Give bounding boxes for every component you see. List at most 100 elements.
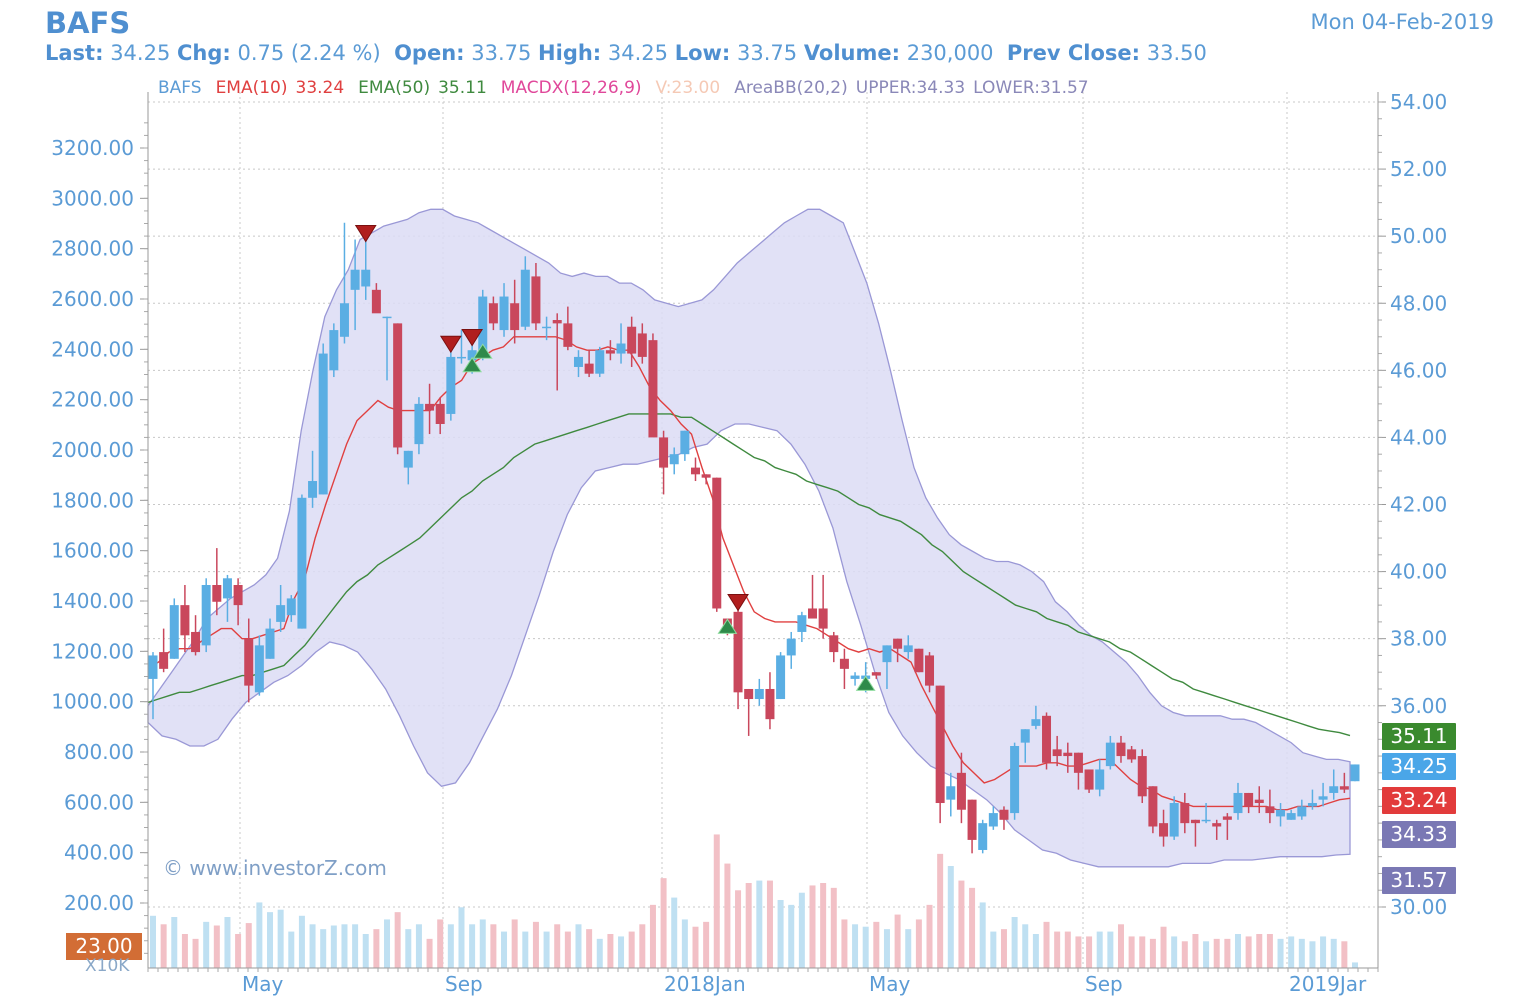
candle-body <box>765 688 775 720</box>
volume-bar <box>447 924 454 968</box>
volume-bar <box>277 909 284 968</box>
candle-body <box>308 481 318 498</box>
quote-date: Mon 04-Feb-2019 <box>1310 10 1494 34</box>
candle-body <box>244 638 254 686</box>
volume-bar <box>1086 936 1093 968</box>
volume-bar <box>341 924 348 968</box>
candle-body <box>701 474 711 478</box>
volume-bar <box>1192 934 1199 968</box>
sell-signal-marker <box>727 593 749 612</box>
legend-ema10-label: EMA(10) <box>215 78 288 98</box>
candle-body <box>1222 816 1232 820</box>
candle-body <box>808 608 818 619</box>
y-right-tick-label: 46.00 <box>1390 358 1447 382</box>
volume-bar <box>554 924 561 968</box>
volume-value: 230,000 <box>906 41 994 65</box>
candle-body <box>297 497 307 629</box>
y-right-tick-label: 50.00 <box>1390 224 1447 248</box>
volume-bar <box>181 934 188 968</box>
candle-body <box>169 605 179 659</box>
volume-bar <box>437 919 444 968</box>
candle-body <box>1276 809 1286 817</box>
candle-body <box>882 645 892 663</box>
candle-body <box>1159 823 1169 837</box>
candle-body <box>1116 742 1126 757</box>
candle-body <box>1073 752 1083 773</box>
prev-close-label: Prev Close: <box>1006 41 1141 65</box>
candle-body <box>871 672 881 676</box>
candle-body <box>850 675 860 679</box>
ema50-value-tag: 35.11 <box>1382 723 1456 750</box>
candle-body <box>1329 786 1339 793</box>
candle-body <box>467 350 477 361</box>
candle-body <box>159 652 169 669</box>
candle-body <box>339 303 349 337</box>
candle-body <box>690 467 700 475</box>
volume-bar <box>681 919 688 968</box>
ticker-title: BAFS <box>45 6 131 40</box>
legend-macd-label: MACDX(12,26,9) <box>500 78 642 98</box>
candle-body <box>903 645 913 653</box>
candle-body <box>382 316 392 319</box>
volume-value-tag: 23.00 <box>66 933 142 960</box>
buy-signal-marker <box>462 356 483 373</box>
candle-body <box>1010 746 1020 814</box>
volume-bar <box>777 900 784 968</box>
legend-bb-label: AreaBB(20,2) <box>734 78 848 98</box>
legend-lower-label: LOWER:31.57 <box>973 78 1089 98</box>
volume-bar <box>735 890 742 968</box>
candle-body <box>212 585 222 602</box>
candle-body <box>1190 819 1200 824</box>
volume-bar <box>607 934 614 968</box>
volume-bars <box>150 834 1358 968</box>
volume-bar <box>1341 941 1348 968</box>
quote-summary: Last: 34.25 Chg: 0.75 (2.24 %) Open: 33.… <box>45 41 1207 65</box>
high-value: 34.25 <box>607 41 669 65</box>
y-left-tick-label: 2800.00 <box>51 237 134 261</box>
volume-bar <box>713 834 720 968</box>
candle-body <box>520 269 530 327</box>
candle-body <box>1254 799 1264 804</box>
volume-bar <box>947 866 954 968</box>
y-left-tick-label: 800.00 <box>64 740 134 764</box>
candle-body <box>999 809 1009 820</box>
candle-body <box>1339 786 1349 790</box>
volume-bar <box>1213 938 1220 968</box>
candle-body <box>286 598 296 616</box>
candle-body <box>552 320 562 324</box>
candle-body <box>1148 786 1158 827</box>
candle-body <box>1052 749 1062 757</box>
volume-bar <box>798 892 805 968</box>
volume-bar <box>1309 941 1316 968</box>
volume-bar <box>501 931 508 968</box>
y-right-tick-label: 38.00 <box>1390 627 1447 651</box>
candle-body <box>201 585 211 646</box>
candle-body <box>1169 803 1179 837</box>
chg-label: Chg: <box>177 41 231 65</box>
candle-body <box>956 772 966 810</box>
volume-bar <box>150 915 156 968</box>
volume-bar <box>1224 938 1231 968</box>
volume-bar <box>256 902 263 968</box>
y-right-tick-label: 42.00 <box>1390 493 1447 517</box>
volume-bar <box>192 938 199 968</box>
volume-bar <box>235 934 242 968</box>
y-left-tick-label: 3200.00 <box>51 136 134 160</box>
y-left-tick-label: 1000.00 <box>51 690 134 714</box>
candle-body <box>935 685 945 804</box>
candle-body <box>1265 806 1275 814</box>
candle-body <box>1233 792 1243 814</box>
volume-bar <box>703 921 710 968</box>
volume-bar <box>458 907 465 968</box>
candle-body <box>254 645 264 693</box>
candle-body <box>627 326 637 354</box>
candle-body <box>1020 729 1030 743</box>
volume-bar <box>160 924 167 968</box>
volume-bar <box>1277 938 1284 968</box>
candle-body <box>839 658 849 669</box>
volume-bar <box>1107 931 1114 968</box>
legend-ema50-label: EMA(50) <box>358 78 431 98</box>
watermark: © www.investorZ.com <box>163 856 387 880</box>
axes: 30.00 36.00 38.00 40.00 42.00 44.00 46.00 48.00… <box>51 90 1447 996</box>
low-label: Low: <box>674 41 731 65</box>
